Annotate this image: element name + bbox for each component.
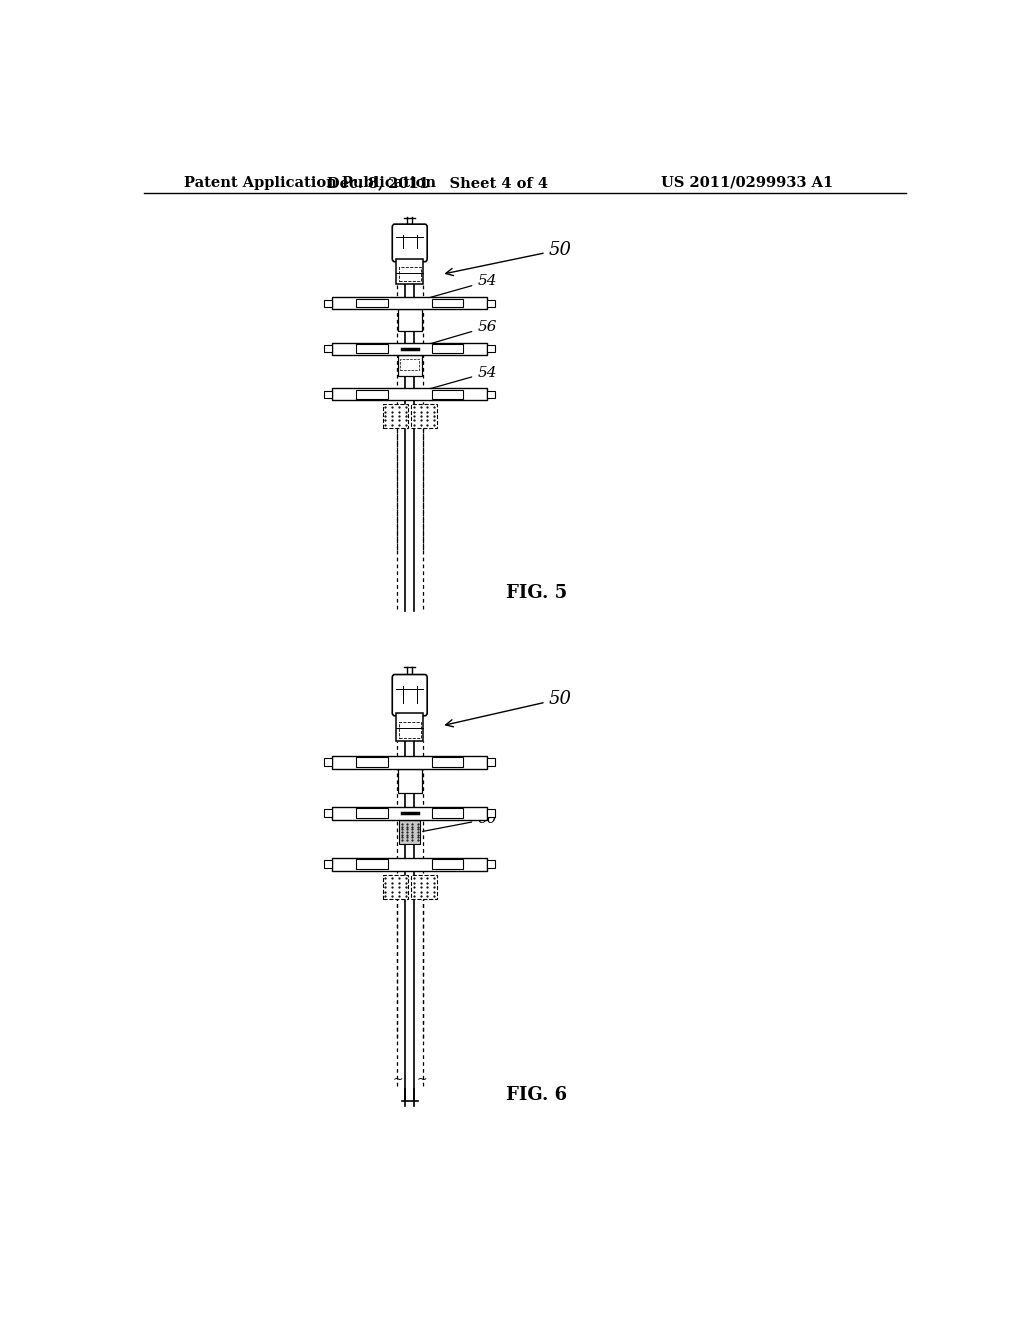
Bar [397, 309, 422, 330]
Bar [431, 808, 463, 818]
FancyBboxPatch shape [392, 224, 427, 261]
Bar [398, 722, 421, 738]
Text: 54: 54 [427, 366, 497, 389]
Bar [356, 298, 388, 308]
Bar [356, 859, 388, 869]
Text: Patent Application Publication: Patent Application Publication [183, 176, 435, 190]
Bar [431, 345, 463, 352]
Text: US 2011/0299933 A1: US 2011/0299933 A1 [660, 176, 834, 190]
Bar [333, 807, 487, 820]
Bar [356, 345, 388, 352]
Bar [325, 346, 333, 352]
Bar [333, 343, 487, 355]
Bar [325, 861, 333, 869]
Bar [396, 259, 423, 284]
Bar [412, 875, 436, 899]
Bar [431, 298, 463, 308]
Text: 60: 60 [423, 812, 497, 832]
Text: 50: 50 [445, 690, 571, 727]
Bar [325, 391, 333, 397]
Bar [333, 388, 487, 400]
Bar [396, 713, 423, 742]
Bar [333, 756, 487, 770]
Bar [399, 820, 420, 843]
Bar [487, 759, 495, 767]
Text: Dec. 8, 2011    Sheet 4 of 4: Dec. 8, 2011 Sheet 4 of 4 [327, 176, 548, 190]
Bar [487, 300, 495, 306]
Bar [487, 861, 495, 869]
Text: 50: 50 [445, 240, 571, 276]
Text: FIG. 6: FIG. 6 [506, 1086, 567, 1104]
Bar [400, 359, 419, 370]
Bar [356, 758, 388, 767]
Bar [325, 759, 333, 767]
Text: 56: 56 [427, 319, 497, 345]
Bar [431, 758, 463, 767]
Bar [397, 355, 422, 376]
Bar [356, 808, 388, 818]
Bar [487, 809, 495, 817]
Bar [431, 389, 463, 399]
FancyBboxPatch shape [392, 675, 427, 715]
Bar [397, 770, 422, 793]
Bar [487, 346, 495, 352]
Bar [325, 809, 333, 817]
Bar [431, 859, 463, 869]
Bar [398, 268, 421, 281]
Bar [356, 389, 388, 399]
Bar [412, 404, 436, 428]
Bar [333, 858, 487, 871]
Text: 54: 54 [427, 275, 497, 298]
Text: ~: ~ [417, 1073, 427, 1086]
Bar [325, 300, 333, 306]
Bar [383, 404, 409, 428]
Bar [383, 875, 409, 899]
Bar [487, 391, 495, 397]
Text: FIG. 5: FIG. 5 [506, 583, 567, 602]
Text: ~: ~ [392, 1073, 403, 1086]
Bar [333, 297, 487, 309]
